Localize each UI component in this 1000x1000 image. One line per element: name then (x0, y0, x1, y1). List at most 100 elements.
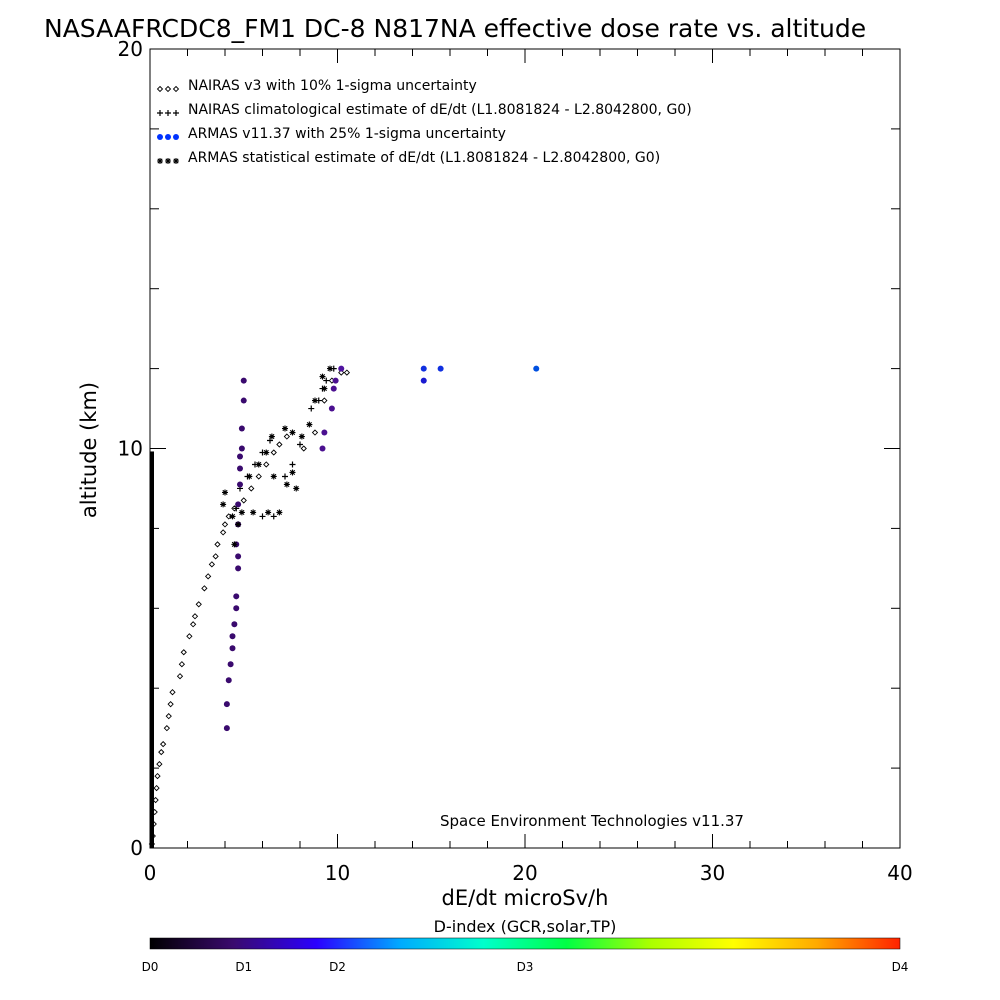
data-point-diamond (186, 633, 193, 640)
data-point-diamond (204, 573, 212, 580)
data-point-diamond (159, 740, 167, 748)
data-point-asterisk (238, 509, 245, 516)
y-tick-label: 20 (118, 37, 143, 61)
data-point-asterisk (268, 433, 275, 440)
x-tick-label: 10 (325, 861, 350, 885)
data-point-dot (235, 501, 242, 508)
data-point-baseline (150, 727, 154, 749)
legend-label: ARMAS v11.37 with 25% 1-sigma uncertaint… (188, 126, 506, 142)
data-points (148, 365, 540, 848)
data-point-diamond (156, 760, 163, 768)
legend-symbol (172, 85, 180, 93)
legend-symbol (164, 85, 172, 93)
data-point-diamond (338, 369, 345, 376)
data-point-dot (338, 365, 345, 372)
data-point-dot (238, 425, 245, 432)
data-point-baseline (150, 467, 154, 489)
y-tick-label: 10 (118, 437, 143, 461)
data-point-dot (233, 605, 240, 612)
data-point-asterisk (231, 541, 238, 548)
data-point-diamond (255, 473, 262, 480)
legend-label: NAIRAS climatological estimate of dE/dt … (188, 102, 692, 118)
data-point-baseline (150, 807, 154, 829)
data-point-diamond (195, 601, 202, 608)
data-point-diamond (248, 485, 255, 492)
data-point-dot (420, 365, 427, 372)
x-tick-label: 0 (144, 861, 157, 885)
data-point-baseline (150, 827, 154, 848)
data-point-dot (420, 377, 427, 384)
data-point-asterisk (229, 513, 236, 520)
data-point-baseline (150, 647, 154, 669)
y-axis-label: altitude (km) (77, 382, 101, 518)
data-point-baseline (150, 527, 154, 549)
data-point-asterisk (306, 421, 313, 428)
colorbar-tick-label: D2 (329, 960, 346, 974)
data-point-asterisk (312, 397, 318, 404)
legend-symbol (157, 110, 163, 116)
x-tick-label: 30 (700, 861, 725, 885)
data-point-dot (229, 645, 236, 652)
data-point-dot (229, 633, 236, 640)
data-point-asterisk (321, 385, 328, 392)
data-point-dot (328, 405, 335, 412)
data-point-dot (235, 565, 242, 572)
data-point-diamond (208, 561, 216, 568)
colorbar-label: D-index (GCR,solar,TP) (434, 917, 617, 936)
data-point-dot (332, 377, 339, 384)
data-point-diamond (167, 701, 174, 708)
data-point-diamond (321, 397, 328, 404)
plot-area (149, 48, 901, 849)
legend-label: NAIRAS v3 with 10% 1-sigma uncertainty (188, 78, 477, 94)
data-point-dot (321, 429, 328, 436)
data-point-dot (231, 621, 238, 628)
data-point-baseline (150, 667, 154, 689)
data-point-baseline (150, 507, 154, 529)
data-point-diamond (169, 689, 176, 696)
data-point-plus (282, 473, 288, 480)
legend-symbol (156, 85, 164, 93)
data-point-dot (237, 453, 243, 460)
colorbar-tick-label: D3 (517, 960, 534, 974)
data-point-diamond (189, 621, 197, 628)
data-point-asterisk (235, 521, 242, 528)
data-point-diamond (176, 673, 184, 680)
legend-symbol (173, 158, 179, 164)
data-point-baseline (150, 767, 154, 789)
y-tick-label: 0 (130, 836, 143, 860)
data-point-asterisk (250, 509, 257, 516)
data-point-asterisk (270, 473, 277, 480)
colorbar-gradient (149, 937, 901, 950)
colorbar-tick-label: D1 (235, 960, 252, 974)
data-point-diamond (178, 661, 186, 668)
data-point-plus (270, 513, 277, 520)
legend-symbol (173, 134, 179, 140)
colorbar: D-index (GCR,solar,TP) D0 D1 D2 D3 D4 (142, 917, 909, 974)
data-point-dot (240, 377, 247, 384)
data-point-asterisk (263, 449, 270, 456)
colorbar-ticks: D0 D1 D2 D3 D4 (142, 960, 909, 974)
data-point-plus (297, 441, 303, 448)
data-point-dot (227, 661, 234, 668)
data-point-diamond (163, 725, 171, 732)
data-point-dot (237, 465, 243, 472)
data-point-diamond (311, 429, 319, 436)
data-point-diamond (300, 445, 307, 452)
data-point-plus (308, 405, 315, 412)
data-point-baseline (150, 747, 154, 769)
data-point-baseline (150, 487, 154, 509)
colorbar-tick-label: D4 (892, 960, 909, 974)
data-point-plus (289, 461, 296, 468)
data-point-baseline (150, 607, 154, 629)
data-point-dot (223, 725, 230, 732)
data-point-dot (235, 553, 242, 560)
data-point-asterisk (293, 485, 300, 492)
data-point-diamond (270, 449, 277, 456)
data-point-asterisk (222, 489, 228, 496)
data-point-asterisk (289, 469, 296, 476)
data-point-diamond (180, 649, 187, 656)
legend-symbol (165, 110, 171, 116)
data-point-baseline (150, 627, 154, 649)
legend-symbol (157, 134, 163, 140)
